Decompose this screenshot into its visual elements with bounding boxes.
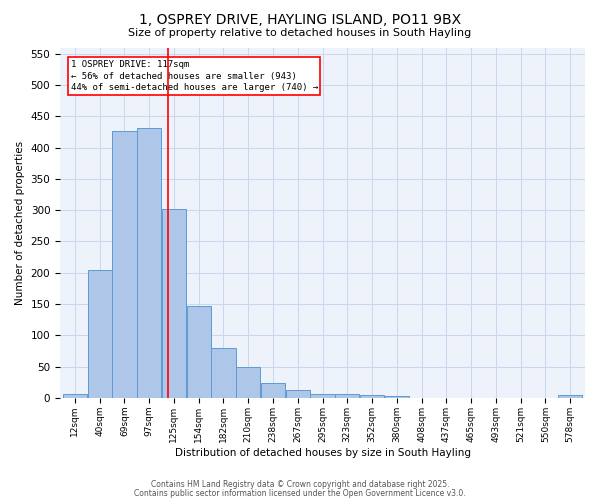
Text: 1, OSPREY DRIVE, HAYLING ISLAND, PO11 9BX: 1, OSPREY DRIVE, HAYLING ISLAND, PO11 9B…	[139, 12, 461, 26]
Bar	[162, 209, 186, 398]
Bar	[137, 128, 161, 398]
Bar	[558, 396, 582, 398]
Bar	[261, 383, 285, 398]
Bar	[112, 130, 137, 398]
Bar	[63, 394, 87, 398]
Bar	[385, 396, 409, 398]
Y-axis label: Number of detached properties: Number of detached properties	[15, 140, 25, 305]
Bar	[88, 270, 112, 398]
Text: Contains HM Land Registry data © Crown copyright and database right 2025.: Contains HM Land Registry data © Crown c…	[151, 480, 449, 489]
Bar	[310, 394, 335, 398]
Bar	[236, 366, 260, 398]
Bar	[187, 306, 211, 398]
Bar	[360, 395, 384, 398]
Text: Size of property relative to detached houses in South Hayling: Size of property relative to detached ho…	[128, 28, 472, 38]
Bar	[286, 390, 310, 398]
X-axis label: Distribution of detached houses by size in South Hayling: Distribution of detached houses by size …	[175, 448, 470, 458]
Bar	[335, 394, 359, 398]
Bar	[211, 348, 236, 398]
Text: 1 OSPREY DRIVE: 117sqm
← 56% of detached houses are smaller (943)
44% of semi-de: 1 OSPREY DRIVE: 117sqm ← 56% of detached…	[71, 60, 318, 92]
Text: Contains public sector information licensed under the Open Government Licence v3: Contains public sector information licen…	[134, 488, 466, 498]
